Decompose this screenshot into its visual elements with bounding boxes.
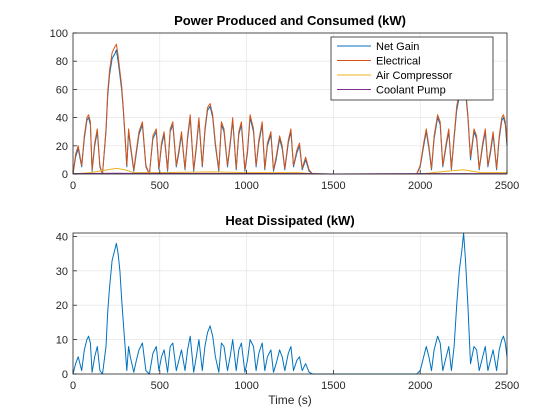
heat-axes: 0 500 1000 1500 2000 2500 0 10 20 30 40 Heat Dissi… <box>56 213 519 407</box>
power-x-tick-label: 0 <box>70 180 76 192</box>
heat-y-tick-label: 0 <box>62 369 68 381</box>
legend-entry-label: Net Gain <box>376 41 419 53</box>
power-x-tick-label: 1000 <box>234 180 258 192</box>
heat-y-tick-label: 10 <box>56 335 68 347</box>
power-y-tick-label: 40 <box>56 113 68 125</box>
heat-series-line-0 <box>72 232 508 375</box>
power-y-tick-label: 20 <box>56 141 68 153</box>
power-axes-box <box>72 32 508 175</box>
heat-x-tick-label: 1000 <box>234 380 258 392</box>
power-series-line-1 <box>72 43 508 175</box>
heat-x-axis-label: Time (s) <box>268 393 312 407</box>
legend-entry-label: Electrical <box>376 56 421 68</box>
heat-x-tick-label: 500 <box>151 380 169 392</box>
power-x-tick-label: 2500 <box>495 180 519 192</box>
heat-x-tick-label: 2500 <box>495 380 519 392</box>
power-y-tick-label: 80 <box>56 56 68 68</box>
power-axes: 0 500 1000 1500 2000 2500 0 20 40 60 80 100 Power P… <box>50 13 520 192</box>
legend-entry-label: Coolant Pump <box>376 85 446 97</box>
heat-chart-title: Heat Dissipated (kW) <box>225 213 354 228</box>
heat-y-tick-label: 40 <box>56 231 68 243</box>
heat-axes-box <box>72 232 508 375</box>
power-y-tick-label: 60 <box>56 84 68 96</box>
heat-y-tick-label: 20 <box>56 300 68 312</box>
legend-entry-label: Air Compressor <box>376 70 453 82</box>
power-y-tick-label: 0 <box>62 169 68 181</box>
power-legend: Net Gain Electrical Air Compressor Coolant … <box>330 36 494 101</box>
power-y-tick-label: 100 <box>50 28 68 40</box>
heat-x-tick-label: 2000 <box>408 380 432 392</box>
heat-y-tick-label: 30 <box>56 266 68 278</box>
power-x-tick-label: 2000 <box>408 180 432 192</box>
power-x-tick-label: 1500 <box>321 180 345 192</box>
heat-x-tick-label: 1500 <box>321 380 345 392</box>
power-x-tick-label: 500 <box>151 180 169 192</box>
power-chart-title: Power Produced and Consumed (kW) <box>174 13 406 28</box>
heat-x-tick-label: 0 <box>70 380 76 392</box>
